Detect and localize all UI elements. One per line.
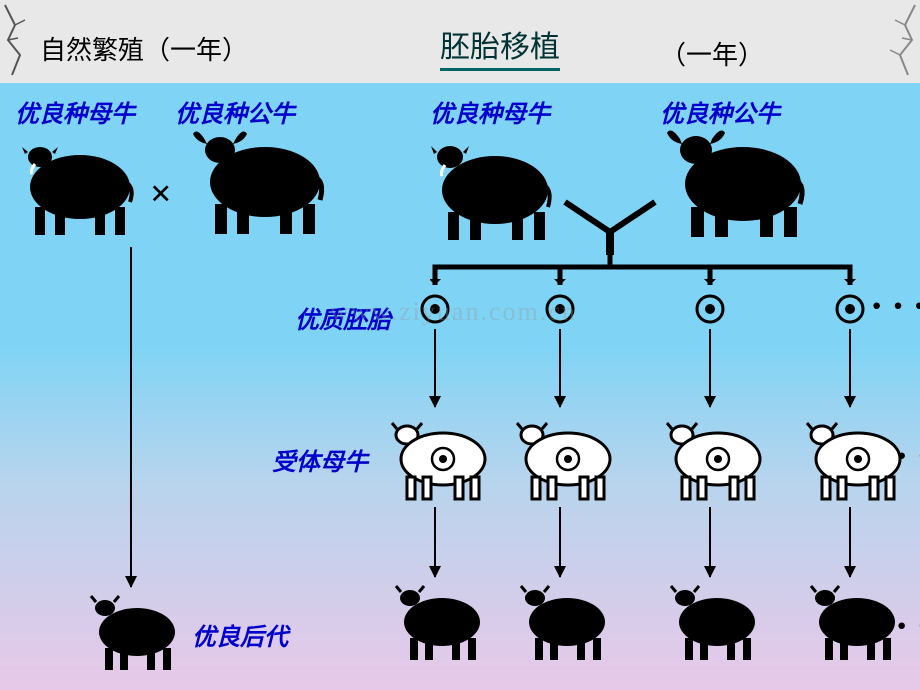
cow-female-left xyxy=(10,132,140,237)
offspring-1 xyxy=(390,582,485,662)
arrow-rec-2 xyxy=(559,507,561,577)
label-female-cow-right: 优良种母牛 xyxy=(430,94,550,129)
cross-symbol-left: × xyxy=(150,172,172,216)
arrow-rec-4 xyxy=(849,507,851,577)
arrow-natural-down xyxy=(130,247,132,587)
recipient-cow-3 xyxy=(660,417,765,502)
embryo-4 xyxy=(835,294,865,324)
recipient-cow-2 xyxy=(510,417,615,502)
offspring-4 xyxy=(805,582,900,662)
ellipsis-embryo: ··· xyxy=(870,282,920,329)
offspring-2 xyxy=(515,582,610,662)
diagram-area: 优良种母牛 优良种公牛 优良种母牛 优良种公牛 × xyxy=(0,82,920,690)
embryo-transfer-title: 胚胎移植 xyxy=(440,22,560,71)
one-year-label: （一年） xyxy=(660,35,764,72)
header-bar: 自然繁殖（一年） 胚胎移植 （一年） xyxy=(0,0,920,82)
ellipsis-offspring: ··· xyxy=(895,602,920,649)
label-recipient: 受体母牛 xyxy=(272,442,368,477)
label-offspring: 优良后代 xyxy=(192,617,288,652)
bull-left xyxy=(185,122,335,237)
branch-decoration-left xyxy=(0,0,40,82)
arrow-emb-3 xyxy=(709,329,711,407)
branch-decoration-right xyxy=(880,0,920,82)
watermark-text: www.ziyuan.com.cn xyxy=(330,297,577,327)
arrow-emb-4 xyxy=(849,329,851,407)
cow-female-right xyxy=(420,132,560,242)
natural-breeding-title: 自然繁殖（一年） xyxy=(40,30,248,67)
recipient-cow-1 xyxy=(385,417,490,502)
arrow-rec-1 xyxy=(434,507,436,577)
offspring-natural xyxy=(85,592,180,672)
y-connector xyxy=(555,197,675,257)
label-female-cow-left: 优良种母牛 xyxy=(15,94,135,129)
arrow-rec-3 xyxy=(709,507,711,577)
bull-right xyxy=(660,122,815,240)
embryo-3 xyxy=(695,294,725,324)
ellipsis-recipient: ··· xyxy=(895,432,920,479)
arrow-emb-2 xyxy=(559,329,561,407)
arrow-emb-1 xyxy=(434,329,436,407)
offspring-3 xyxy=(665,582,760,662)
recipient-cow-4 xyxy=(800,417,905,502)
